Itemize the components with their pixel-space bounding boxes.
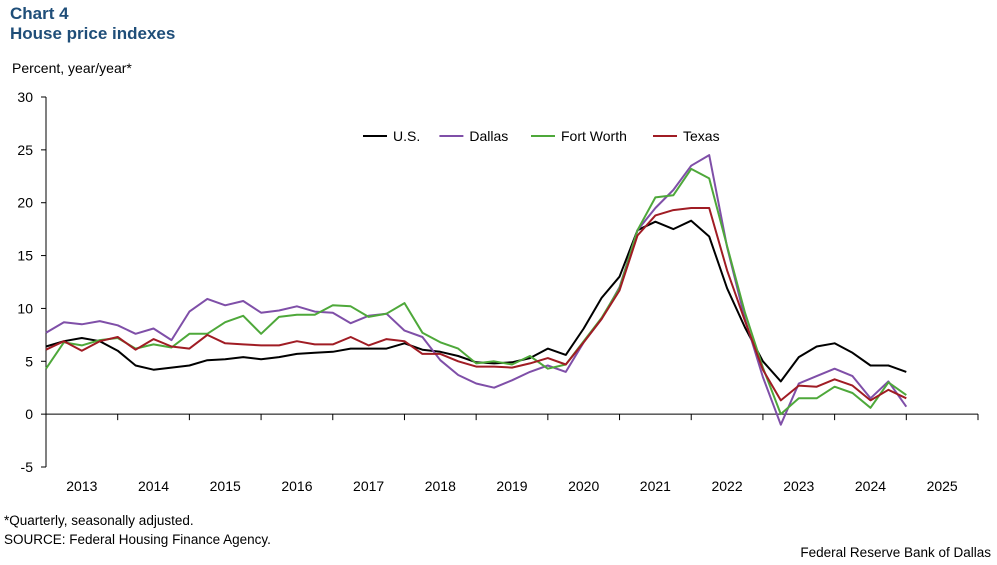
series-line-u-s [45,219,907,383]
y-tick-label: 20 [17,195,33,211]
legend-label-u-s: U.S. [393,128,420,144]
x-tick-label: 2021 [640,478,671,494]
y-tick-label: 0 [25,406,33,422]
x-tick-label: 2022 [711,478,742,494]
y-tick-label: -5 [21,459,34,475]
chart-title: House price indexes [10,24,176,43]
chart-number: Chart 4 [10,4,69,23]
y-tick-label: 30 [17,89,33,105]
x-tick-label: 2014 [138,478,169,494]
x-tick-label: 2019 [496,478,527,494]
legend-label-fort-worth: Fort Worth [561,128,627,144]
source-note: SOURCE: Federal Housing Finance Agency. [4,532,271,547]
x-tick-label: 2024 [855,478,886,494]
legend-label-texas: Texas [683,128,720,144]
legend: U.S. Dallas Fort Worth Texas [363,128,720,144]
x-tick-label: 2025 [927,478,958,494]
x-tick-label: 2015 [210,478,241,494]
y-tick-label: 10 [17,300,33,316]
footnote: *Quarterly, seasonally adjusted. [4,513,194,528]
x-tick-label: 2016 [281,478,312,494]
series-layer [45,154,908,426]
y-tick-label: 25 [17,142,33,158]
x-tick-label: 2018 [425,478,456,494]
series-line-texas [45,207,907,402]
x-tick-label: 2017 [353,478,384,494]
x-tick-label: 2013 [66,478,97,494]
series-line-dallas [45,154,908,426]
x-tick-label: 2020 [568,478,599,494]
y-tick-label: 5 [25,353,33,369]
legend-label-dallas: Dallas [469,128,508,144]
credit-line: Federal Reserve Bank of Dallas [800,545,991,560]
x-tick-label: 2023 [783,478,814,494]
y-tick-label: 15 [17,248,33,264]
y-axis-label: Percent, year/year* [12,60,132,76]
